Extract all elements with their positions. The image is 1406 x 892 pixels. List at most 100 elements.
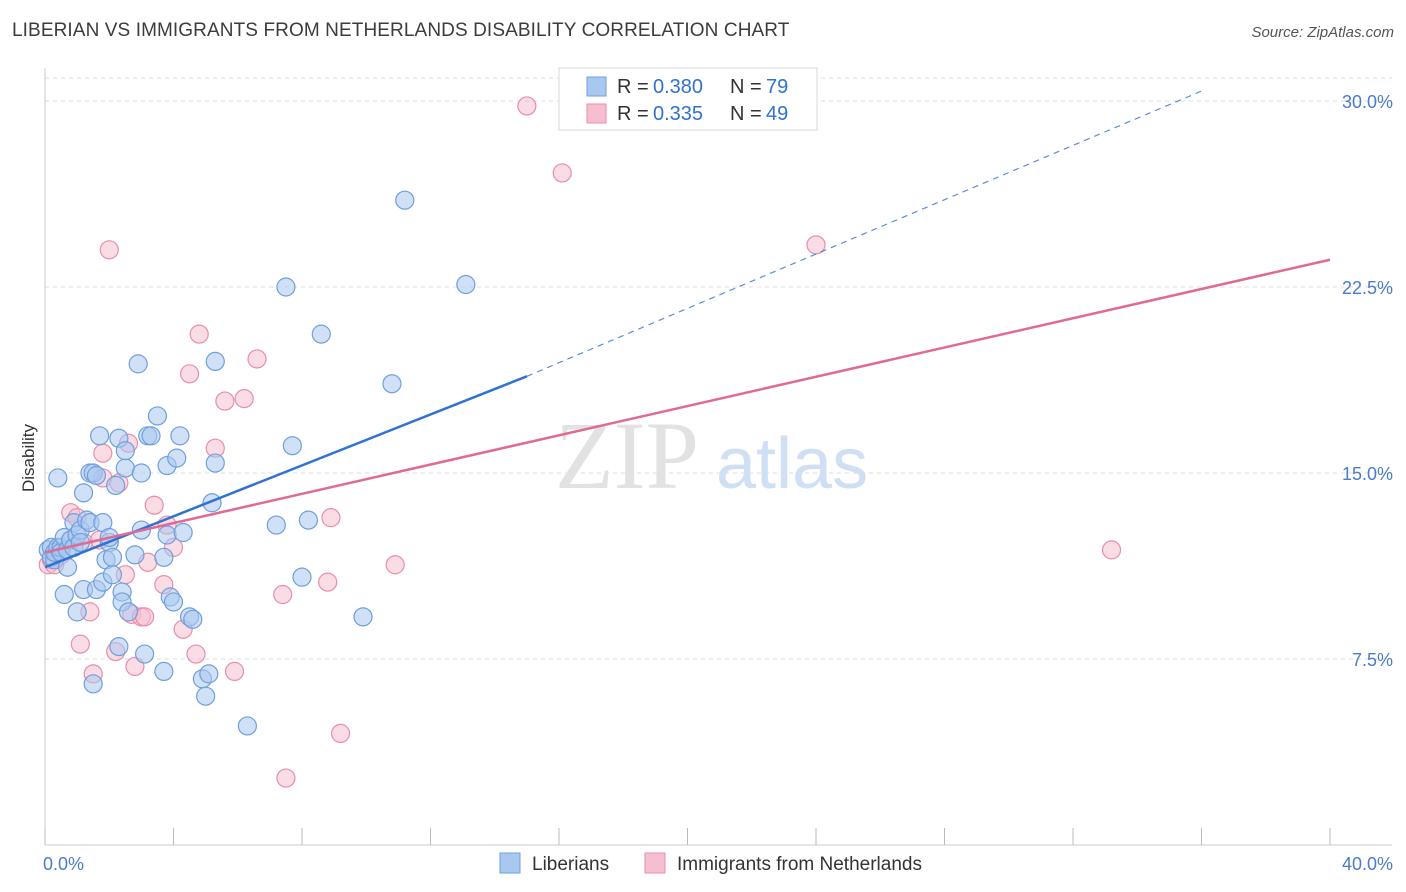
immigrants-point	[247, 349, 267, 369]
immigrants-point	[70, 634, 90, 654]
axes	[44, 68, 1392, 846]
immigrants-point	[321, 508, 341, 528]
liberians-point	[147, 406, 168, 426]
liberians-point	[128, 354, 148, 374]
y-tick-label: 30.0%	[1342, 92, 1393, 112]
immigrants-point	[234, 389, 254, 409]
legend-r-value-1: 0.335	[653, 103, 703, 125]
liberians-point	[205, 351, 225, 371]
immigrants-point	[189, 324, 209, 344]
liberians-point	[266, 515, 286, 535]
liberians-point	[115, 458, 135, 478]
immigrants-point	[273, 584, 293, 605]
liberians-point	[311, 324, 331, 344]
liberians-point	[382, 374, 402, 394]
liberians-point	[73, 483, 94, 503]
liberians-point	[173, 522, 193, 543]
grid	[45, 77, 1392, 660]
liberians-point	[205, 453, 225, 473]
liberians-point	[67, 602, 87, 622]
liberians-point	[196, 686, 216, 706]
correlation-legend: R = 0.380 N = 79 R = 0.335 N = 49	[558, 67, 818, 131]
legend-swatch-immigrants	[586, 103, 607, 124]
liberians-point	[131, 463, 151, 483]
liberians-point	[141, 426, 161, 446]
liberians-point	[353, 607, 373, 627]
immigrants-point	[276, 768, 296, 788]
y-tick-label: 7.5%	[1352, 650, 1393, 670]
liberians-point	[83, 674, 103, 694]
y-axis-label: Disability	[19, 423, 38, 492]
liberians-point	[170, 426, 190, 446]
liberians-point	[102, 565, 123, 585]
immigrants-point	[552, 163, 572, 183]
liberians-point	[115, 441, 135, 461]
immigrants-point	[186, 644, 206, 664]
liberians-point	[90, 426, 110, 446]
liberians-point	[237, 716, 257, 736]
liberians-point	[456, 274, 476, 295]
series-legend: Liberians Immigrants from Netherlands	[499, 852, 922, 875]
legend-n-value-1: 49	[766, 103, 788, 125]
watermark-zip: ZIP	[555, 402, 699, 509]
chart-title: LIBERIAN VS IMMIGRANTS FROM NETHERLANDS …	[12, 20, 790, 41]
x-tick-label: 0.0%	[43, 854, 84, 874]
liberians-point	[54, 584, 74, 605]
liberians-point	[157, 525, 177, 545]
liberians-point	[48, 468, 68, 488]
immigrants-point	[318, 572, 338, 592]
liberians-point	[282, 436, 302, 456]
liberians-point	[199, 664, 219, 684]
immigrants-point	[99, 240, 119, 260]
legend-n-label-1: N =	[730, 103, 762, 125]
watermark-atlas: atlas	[716, 424, 868, 504]
legend-r-value-0: 0.380	[653, 76, 703, 98]
tick-labels: 7.5% 15.0% 22.5% 30.0% 0.0% 40.0%	[43, 92, 1393, 874]
liberians-trend-line	[44, 375, 528, 569]
liberians-point	[276, 277, 296, 297]
liberians-point	[298, 510, 319, 530]
legend-swatch-liberians	[586, 76, 607, 97]
liberians-point	[102, 547, 123, 567]
legend-n-value-0: 79	[766, 76, 788, 98]
liberians-point	[125, 545, 145, 565]
immigrants-point	[144, 495, 164, 515]
bottom-legend-label-immigrants: Immigrants from Netherlands	[677, 854, 922, 875]
liberians-point	[134, 644, 155, 664]
trend-lines	[44, 90, 1331, 569]
immigrants-point	[224, 661, 245, 682]
y-tick-label: 22.5%	[1342, 278, 1393, 298]
source-label: Source: ZipAtlas.com	[1251, 24, 1394, 41]
series-liberians-points	[38, 190, 476, 736]
immigrants-point	[517, 96, 537, 116]
immigrants-point	[134, 607, 155, 627]
liberians-trend-extension	[526, 90, 1202, 377]
liberians-point	[163, 592, 184, 612]
liberians-point	[183, 609, 203, 629]
liberians-point	[395, 190, 415, 210]
x-tick-label: 40.0%	[1342, 854, 1393, 874]
immigrants-point	[1101, 540, 1122, 560]
y-tick-label: 15.0%	[1342, 464, 1393, 484]
liberians-point	[154, 661, 174, 682]
liberians-point	[86, 465, 107, 486]
watermark: ZIP atlas	[555, 402, 868, 509]
liberians-point	[292, 567, 312, 587]
liberians-point	[167, 448, 187, 468]
bottom-legend-label-liberians: Liberians	[532, 854, 609, 875]
liberians-point	[154, 547, 174, 567]
immigrants-point	[179, 364, 200, 384]
legend-r-label-0: R =	[617, 76, 649, 98]
immigrants-point	[215, 391, 235, 411]
liberians-point	[118, 602, 139, 622]
legend-n-label-0: N =	[730, 76, 762, 98]
liberians-point	[109, 636, 129, 657]
immigrants-point	[93, 443, 113, 463]
bottom-legend-swatch-liberians	[499, 852, 521, 874]
immigrants-trend-line	[44, 258, 1331, 554]
immigrants-point	[330, 723, 351, 744]
legend-r-label-1: R =	[617, 103, 649, 125]
liberians-point	[106, 475, 126, 495]
bottom-legend-swatch-immigrants	[644, 852, 666, 874]
